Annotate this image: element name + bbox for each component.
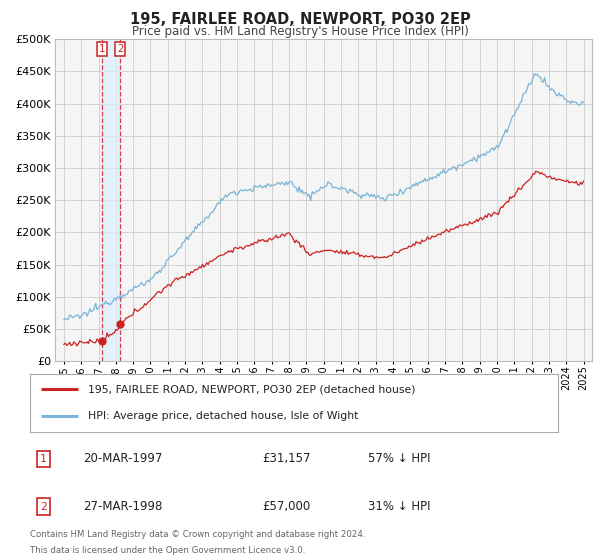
Text: 1: 1	[40, 454, 47, 464]
Text: 1: 1	[99, 44, 106, 54]
Text: 57% ↓ HPI: 57% ↓ HPI	[368, 452, 430, 465]
Text: £31,157: £31,157	[262, 452, 311, 465]
Text: 20-MAR-1997: 20-MAR-1997	[83, 452, 162, 465]
Text: 195, FAIRLEE ROAD, NEWPORT, PO30 2EP (detached house): 195, FAIRLEE ROAD, NEWPORT, PO30 2EP (de…	[88, 384, 416, 394]
Text: Price paid vs. HM Land Registry's House Price Index (HPI): Price paid vs. HM Land Registry's House …	[131, 25, 469, 38]
Text: 31% ↓ HPI: 31% ↓ HPI	[368, 500, 430, 513]
Text: 2: 2	[40, 502, 47, 511]
Text: Contains HM Land Registry data © Crown copyright and database right 2024.: Contains HM Land Registry data © Crown c…	[30, 530, 365, 539]
Text: 27-MAR-1998: 27-MAR-1998	[83, 500, 162, 513]
Text: £57,000: £57,000	[262, 500, 311, 513]
Text: 195, FAIRLEE ROAD, NEWPORT, PO30 2EP: 195, FAIRLEE ROAD, NEWPORT, PO30 2EP	[130, 12, 470, 27]
Text: 2: 2	[117, 44, 123, 54]
Text: This data is licensed under the Open Government Licence v3.0.: This data is licensed under the Open Gov…	[30, 546, 305, 555]
Bar	[103, 39, 120, 361]
Text: HPI: Average price, detached house, Isle of Wight: HPI: Average price, detached house, Isle…	[88, 412, 358, 422]
